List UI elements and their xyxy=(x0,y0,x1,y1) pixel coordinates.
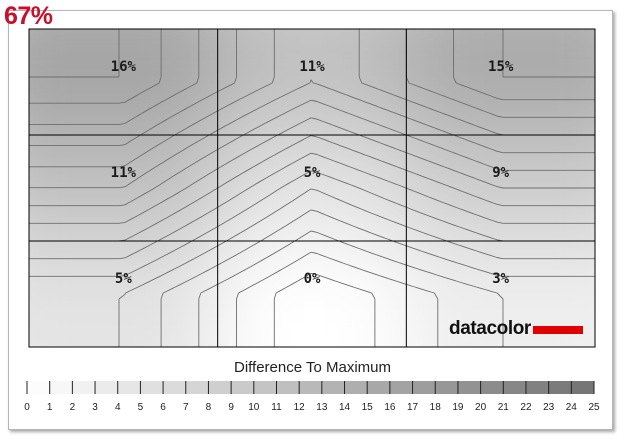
legend-swatch xyxy=(27,381,51,394)
legend-tick-label: 15 xyxy=(362,402,374,413)
legend-tick-label: 2 xyxy=(70,402,76,413)
cell-label: 0% xyxy=(304,271,321,287)
legend-swatch xyxy=(525,381,550,394)
heat-cell xyxy=(406,29,595,135)
legend-tick-label: 1 xyxy=(47,402,53,413)
cell-label: 5% xyxy=(115,271,132,287)
cell-label: 3% xyxy=(492,271,509,287)
legend-tick-label: 17 xyxy=(407,402,419,413)
legend-swatch xyxy=(276,381,300,394)
legend-swatch xyxy=(208,381,232,394)
legend-swatch xyxy=(480,381,504,394)
legend-tick-label: 8 xyxy=(206,402,212,413)
legend-title: Difference To Maximum xyxy=(233,359,391,376)
legend-swatch xyxy=(412,381,436,394)
legend-tick-label: 7 xyxy=(183,402,189,413)
heat-cell xyxy=(217,29,407,135)
cell-label: 15% xyxy=(488,59,514,75)
cell-label: 11% xyxy=(299,59,325,75)
cell-labels: 16% 11% 15% 11% 5% 9% 5% 0% 3% xyxy=(111,59,514,287)
legend-swatch xyxy=(548,381,572,394)
legend-swatch xyxy=(117,381,141,394)
legend-tick-label: 20 xyxy=(475,402,487,413)
plot-border xyxy=(28,28,596,348)
legend-tick-label: 16 xyxy=(384,402,396,413)
legend-tick-label: 19 xyxy=(452,402,464,413)
legend-swatch xyxy=(299,381,323,394)
legend-tick-label: 14 xyxy=(339,402,351,413)
cell-label: 5% xyxy=(304,165,321,181)
legend-tick-label: 12 xyxy=(294,402,306,413)
legend-scale: 0 1 2 3 4 5 6 7 8 9 10 11 12 13 14 15 16 17 18 19 20 21 22 23 24… xyxy=(24,381,600,413)
legend-swatch xyxy=(253,381,277,394)
legend-swatch xyxy=(503,381,527,394)
legend-tick-label: 4 xyxy=(115,402,121,413)
heat-cell xyxy=(29,29,218,135)
legend-swatch xyxy=(321,381,346,394)
heat-cell xyxy=(217,135,407,241)
legend-tick-label: 24 xyxy=(566,402,578,413)
legend-tick-label: 3 xyxy=(92,402,98,413)
cell-label: 9% xyxy=(492,165,509,181)
legend-swatch xyxy=(185,381,209,394)
legend-tick-label: 22 xyxy=(520,402,532,413)
legend-swatch xyxy=(163,381,187,394)
cell-label: 16% xyxy=(111,59,137,75)
legend-swatch xyxy=(49,381,73,394)
legend-swatch xyxy=(435,381,459,394)
legend-swatch xyxy=(72,381,96,394)
legend-tick-label: 13 xyxy=(316,402,328,413)
heatmap-grid xyxy=(28,28,596,348)
legend-tick-label: 11 xyxy=(271,402,282,413)
legend-tick-label: 6 xyxy=(160,402,166,413)
legend-tick-label: 18 xyxy=(430,402,442,413)
legend-swatch xyxy=(389,381,414,394)
legend-swatch xyxy=(140,381,164,394)
uniformity-score: 67% xyxy=(4,2,53,30)
legend-swatch xyxy=(95,381,119,394)
legend-swatch xyxy=(344,381,368,394)
brand-logo-bar xyxy=(533,326,583,334)
legend-tick-label: 5 xyxy=(138,402,144,413)
legend-swatch xyxy=(231,381,255,394)
legend-tick-label: 10 xyxy=(248,402,260,413)
contour-path xyxy=(29,29,595,347)
legend-tick-label: 0 xyxy=(24,402,30,413)
legend-swatch xyxy=(367,381,391,394)
cell-label: 11% xyxy=(111,165,137,181)
legend-tick-label: 25 xyxy=(588,402,600,413)
legend-swatch xyxy=(571,381,595,394)
legend-tick-label: 23 xyxy=(543,402,555,413)
brand-logo: datacolor xyxy=(449,318,531,339)
legend-tick-label: 21 xyxy=(498,402,510,413)
legend-tick-label: 9 xyxy=(228,402,234,413)
legend-swatch xyxy=(457,381,482,394)
contour-lines xyxy=(29,29,595,347)
